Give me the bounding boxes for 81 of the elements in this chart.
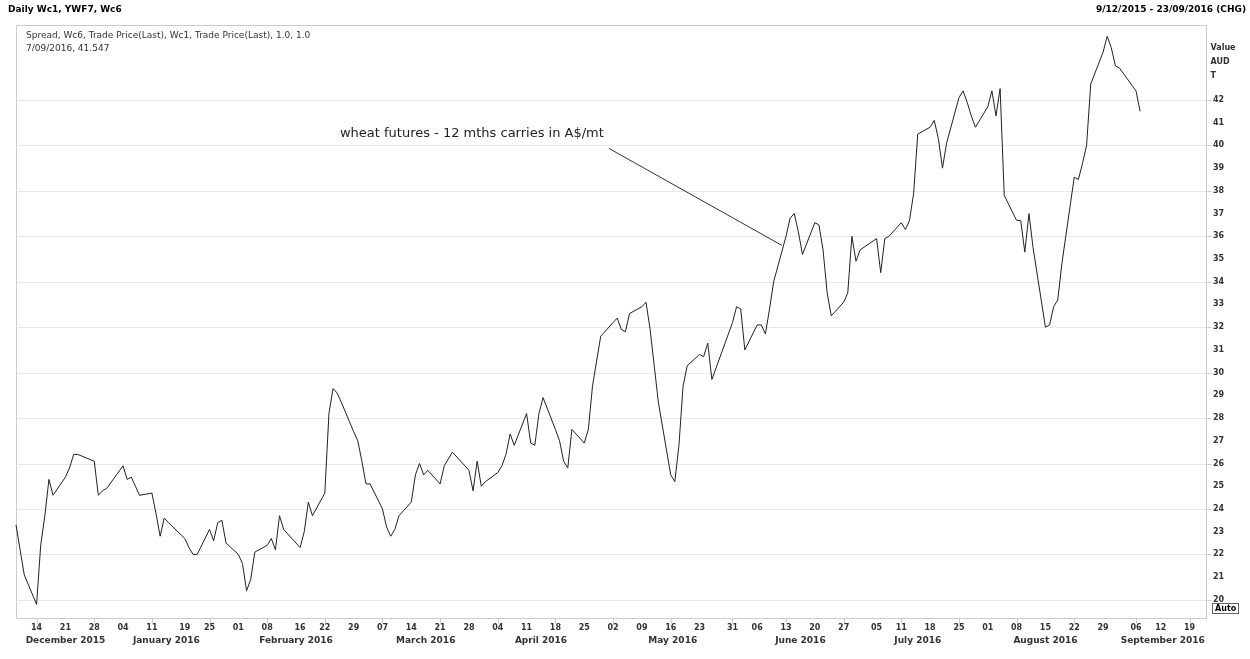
x-tick-label: 07 — [376, 623, 389, 632]
x-tick-label: 08 — [261, 623, 274, 632]
y-tick-label: 31 — [1213, 344, 1225, 354]
x-tick-label: 28 — [463, 623, 475, 632]
text: September 2016 — [1120, 635, 1205, 645]
x-tick-label: 31 — [726, 623, 739, 632]
x-tick-label: 13 — [780, 623, 792, 632]
x-tick-label: 02 — [607, 623, 619, 632]
x-tick-label: 16 — [665, 623, 677, 632]
y-tick-label: 20 — [1213, 594, 1225, 604]
x-tick-label: 14 — [31, 623, 43, 632]
text: May 2016 — [648, 635, 698, 645]
text: December 2015 — [25, 635, 106, 645]
y-tick-label: 24 — [1213, 503, 1225, 513]
y-tick-label: 39 — [1213, 163, 1225, 173]
text: June 2016 — [774, 635, 826, 645]
x-tick-label: 11 — [146, 623, 158, 632]
x-tick-label: 16 — [294, 623, 307, 632]
y-tick-label: 34 — [1213, 276, 1225, 286]
y-tick-label: 37 — [1213, 208, 1225, 218]
x-tick-label: 01 — [232, 623, 245, 632]
y-tick-label: 42 — [1213, 94, 1225, 104]
text: March 2016 — [396, 635, 456, 645]
x-tick-label: 19 — [179, 623, 191, 632]
x-tick-label: 18 — [924, 623, 937, 632]
annotation: 7/09/2016, 41.547 — [26, 43, 110, 53]
y-tick-label: 23 — [1213, 526, 1225, 536]
y-tick-label: 33 — [1213, 299, 1225, 309]
x-tick-label: 29 — [348, 623, 360, 632]
x-tick-label: 20 — [809, 623, 821, 632]
y-tick-label: 36 — [1213, 231, 1225, 241]
chart-subtitle: 9/12/2015 - 23/09/2016 (CHG) — [1096, 4, 1246, 14]
x-tick-label: 29 — [1097, 623, 1110, 632]
x-tick-label: 23 — [693, 623, 706, 632]
y-tick-label: 29 — [1213, 390, 1225, 400]
text: July 2016 — [893, 635, 942, 645]
text: August 2016 — [1013, 635, 1078, 645]
x-tick-label: 14 — [405, 623, 418, 632]
x-tick-label: 18 — [549, 623, 562, 632]
y-tick-label: 22 — [1213, 549, 1225, 559]
x-tick-label: 06 — [751, 623, 764, 632]
x-tick-label: 25 — [203, 623, 216, 632]
y-tick-label: 26 — [1213, 458, 1225, 468]
y-tick-label: 25 — [1213, 481, 1225, 491]
y-tick-label: 38 — [1213, 185, 1225, 195]
x-tick-label: 11 — [895, 623, 908, 632]
annotation: wheat futures - 12 mths carries in A$/mt — [339, 125, 604, 141]
y-tick-label: 41 — [1213, 117, 1225, 127]
text: April 2016 — [514, 635, 568, 645]
x-tick-label: 05 — [871, 623, 883, 632]
x-tick-label: 01 — [982, 623, 994, 632]
x-tick-label: 22 — [319, 623, 331, 632]
x-tick-label: 06 — [1130, 623, 1142, 632]
chart-title: Daily Wc1, YWF7, Wc6 — [8, 4, 122, 14]
x-tick-label: 21 — [59, 623, 72, 632]
y-tick-label: 32 — [1213, 322, 1225, 332]
x-tick-label: 08 — [1011, 623, 1023, 632]
y-tick-label: 30 — [1213, 367, 1225, 377]
text: February 2016 — [259, 635, 333, 645]
x-tick-label: 15 — [1039, 623, 1052, 632]
x-tick-label: 25 — [953, 623, 965, 632]
annotation: Spread, Wc6, Trade Price(Last), Wc1, Trade Price(Last), 1.0, 1.0 — [26, 30, 311, 40]
x-tick-label: 21 — [434, 623, 447, 632]
x-tick-label: 12 — [1155, 623, 1167, 632]
x-tick-label: 19 — [1183, 623, 1196, 632]
x-tick-label: 11 — [521, 623, 533, 632]
y-tick-label: 28 — [1213, 413, 1225, 423]
x-tick-label: 28 — [88, 623, 101, 632]
y-tick-label: 27 — [1213, 435, 1225, 445]
text: January 2016 — [131, 635, 200, 645]
y-tick-label: 35 — [1213, 254, 1225, 264]
x-tick-label: 27 — [838, 623, 850, 632]
x-tick-label: 09 — [636, 623, 648, 632]
auto-button: Auto — [1212, 603, 1240, 614]
y-tick-label: 40 — [1213, 140, 1225, 150]
x-tick-label: 25 — [578, 623, 591, 632]
x-tick-label: 04 — [117, 623, 130, 632]
y-tick-label: 21 — [1213, 572, 1225, 582]
y-axis-title: Value AUD T — [1210, 42, 1237, 80]
x-tick-label: 04 — [492, 623, 504, 632]
x-tick-label: 22 — [1068, 623, 1080, 632]
